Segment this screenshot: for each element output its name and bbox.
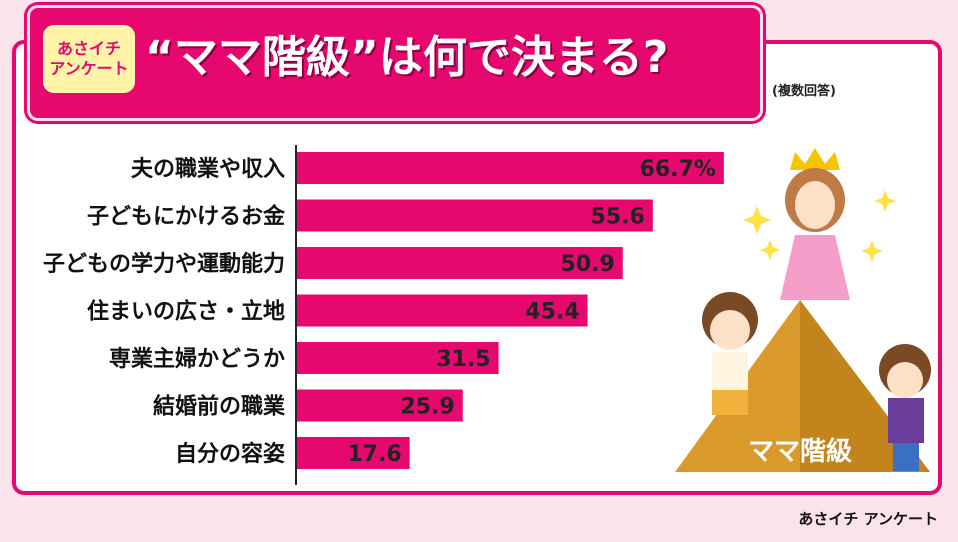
category-label-2: 子どもの学力や運動能力 (43, 251, 285, 277)
bar-2 (297, 247, 623, 279)
mama-hierarchy-illustration: ママ階級 (675, 148, 931, 472)
mom-right-icon (879, 344, 931, 471)
bar-4 (297, 342, 499, 374)
bar-3 (297, 294, 588, 327)
queen-mom-icon (780, 148, 850, 300)
value-label-3: 45.4 (525, 300, 579, 325)
pyramid-label: ママ階級 (748, 436, 852, 467)
bar-0 (297, 152, 724, 184)
multiple-answer-note: (複数回答) (772, 84, 836, 99)
category-label-6: 自分の容姿 (175, 441, 285, 467)
category-label-5: 結婚前の職業 (153, 394, 286, 420)
bar-1 (297, 199, 653, 232)
value-label-1: 55.6 (591, 205, 645, 230)
sparkle-icon (743, 190, 896, 262)
bar-5 (297, 389, 463, 422)
mom-left-icon (702, 292, 758, 415)
value-label-0: 66.7% (640, 157, 716, 182)
page-title: “ママ階級”は何で決まる? (145, 32, 669, 83)
value-label-6: 17.6 (347, 442, 401, 467)
badge-line1: あさイチ (56, 39, 121, 58)
source-credit: あさイチ アンケート (798, 510, 938, 528)
badge-line2: アンケート (49, 59, 129, 78)
header-banner: あさイチ アンケート “ママ階級”は何で決まる? (30, 8, 760, 118)
category-label-1: 子どもにかけるお金 (87, 204, 286, 230)
category-label-4: 専業主婦かどうか (109, 346, 285, 372)
asaichi-badge: あさイチ アンケート (40, 22, 138, 96)
value-label-4: 31.5 (436, 347, 490, 372)
value-label-5: 25.9 (400, 395, 454, 420)
bar-6 (297, 437, 410, 469)
category-label-3: 住まいの広さ・立地 (87, 299, 285, 325)
category-label-0: 夫の職業や収入 (131, 156, 285, 182)
value-label-2: 50.9 (560, 252, 614, 277)
